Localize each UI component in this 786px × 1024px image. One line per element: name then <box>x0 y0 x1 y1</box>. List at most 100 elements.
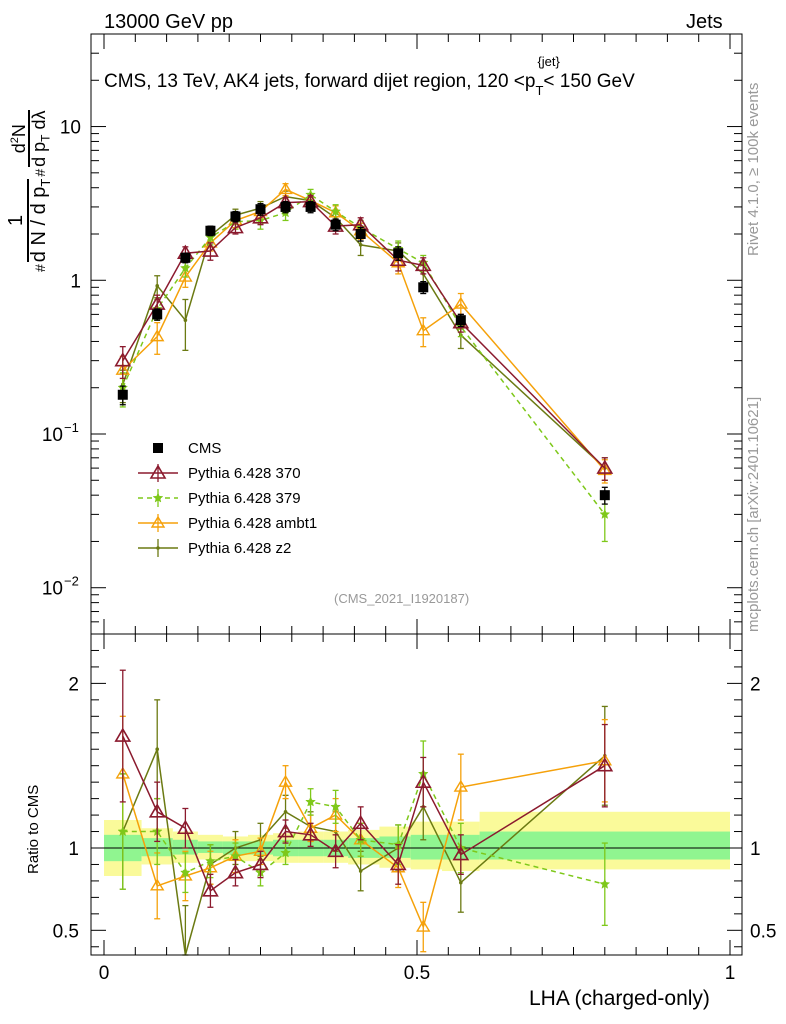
ytick-label-0: 10 <box>60 118 81 139</box>
title-main: CMS, 13 TeV, AK4 jets, forward dijet reg… <box>104 71 536 92</box>
ratio-line-z2 <box>122 746 606 956</box>
rivet-label: Rivet 4.1.0, ≥ 100k events <box>745 82 762 256</box>
ratio-point-p370-0 <box>114 727 132 742</box>
legend-marker-p370 <box>149 464 167 479</box>
band-inner-11 <box>410 834 443 860</box>
ratio-point-p379-8 <box>330 801 342 812</box>
point-cms-5 <box>255 204 266 215</box>
ratio-series-p370 <box>114 669 614 908</box>
series-cms <box>117 200 610 505</box>
ratio-marks <box>114 669 614 956</box>
ratio-point-p370-8 <box>327 842 345 858</box>
analysis-watermark: (CMS_2021_I1920187) <box>334 591 470 606</box>
point-p379-3 <box>205 231 216 243</box>
xtick-label-0: 0 <box>99 963 110 984</box>
legend-marker-z2 <box>156 546 160 550</box>
ratio-point-ambt1-1 <box>149 878 165 891</box>
ratio-point-p370-3 <box>202 882 219 897</box>
ratio-point-p370-2 <box>176 819 194 835</box>
legend-label-z2: Pythia 6.428 z2 <box>188 540 291 557</box>
ratio-point-p379-2 <box>179 867 191 878</box>
ratio-point-p379-3 <box>205 855 216 866</box>
line-p379 <box>122 193 606 515</box>
xtick-label-2: 1 <box>725 963 736 984</box>
point-p379-13 <box>599 508 611 519</box>
legend-marker-cms <box>153 443 163 453</box>
legend-item-ambt1: Pythia 6.428 ambt1 <box>138 514 317 532</box>
legend-label-cms: CMS <box>188 440 221 457</box>
ratio-point-z2-9 <box>358 869 363 873</box>
point-p370-4 <box>227 219 244 234</box>
legend: CMS Pythia 6.428 370 Pythia 6.428 379 Pythi… <box>138 440 317 557</box>
point-p379-8 <box>330 205 342 217</box>
ytick-label-2: 10 <box>42 425 63 446</box>
rtick-label-right-2: 2 <box>750 674 761 695</box>
point-p370-13 <box>596 459 614 474</box>
ratio-point-p370-6 <box>277 822 294 838</box>
point-cms-13 <box>599 490 610 501</box>
ratio-point-p370-5 <box>252 855 269 871</box>
title-superscript: {jet} <box>537 54 560 69</box>
ytick-exp-2: −1 <box>64 420 79 435</box>
ytick-label-1: 1 <box>70 271 81 292</box>
point-cms-8 <box>330 219 341 230</box>
ratio-point-z2-12 <box>459 880 463 885</box>
rtick-label-left-0: 0.5 <box>53 921 79 942</box>
lower-panel <box>104 811 730 876</box>
point-cms-7 <box>305 201 316 212</box>
point-cms-4 <box>230 211 241 222</box>
series-p379 <box>117 188 611 543</box>
header-category: Jets <box>686 11 723 33</box>
main-y-label: # 1 d N / d pT # d2N d pT dλ <box>5 110 53 272</box>
point-cms-11 <box>418 282 429 293</box>
legend-marker-p379 <box>152 492 164 503</box>
point-p379-2 <box>179 262 191 273</box>
legend-item-p379: Pythia 6.428 379 <box>138 489 301 507</box>
point-ambt1-12 <box>453 296 469 309</box>
legend-label-p370: Pythia 6.428 370 <box>188 465 301 482</box>
point-ambt1-6 <box>278 182 293 195</box>
ratio-point-z2-1 <box>155 747 160 752</box>
point-p370-3 <box>202 242 219 257</box>
xtick-label-1: 0.5 <box>404 963 430 984</box>
legend-marker-ambt1 <box>150 515 166 528</box>
point-p370-11 <box>414 256 432 272</box>
legend-item-p370: Pythia 6.428 370 <box>138 464 301 482</box>
main-marks <box>114 182 614 543</box>
ratio-point-ambt1-12 <box>453 779 469 792</box>
ratio-point-p370-13 <box>596 757 614 772</box>
ratio-point-p379-0 <box>117 825 129 837</box>
point-p370-0 <box>114 352 132 367</box>
ratio-point-p370-7 <box>302 826 319 841</box>
header-process: 13000 GeV pp <box>104 11 233 33</box>
ratio-line-ambt1 <box>122 760 605 930</box>
ratio-point-p370-11 <box>414 773 432 788</box>
ratio-point-p370-10 <box>389 855 407 871</box>
ratio-point-p370-1 <box>148 803 166 818</box>
point-cms-6 <box>280 201 291 212</box>
ytick-label-3: 10 <box>42 579 63 600</box>
legend-item-z2: Pythia 6.428 z2 <box>138 539 291 557</box>
ratio-point-p379-7 <box>305 796 316 807</box>
point-cms-3 <box>205 225 216 236</box>
point-cms-9 <box>355 229 366 239</box>
legend-label-p379: Pythia 6.428 379 <box>188 490 301 507</box>
ratio-point-p379-4 <box>230 850 241 861</box>
line-p370 <box>122 200 606 469</box>
x-axis-label: LHA (charged-only) <box>529 987 710 1010</box>
point-p370-10 <box>389 251 407 267</box>
ratio-point-ambt1-6 <box>278 774 293 787</box>
line-ambt1 <box>122 188 606 471</box>
point-cms-2 <box>180 252 191 263</box>
legend-label-ambt1: Pythia 6.428 ambt1 <box>188 515 317 532</box>
ratio-point-p370-12 <box>452 845 470 861</box>
point-ambt1-11 <box>416 323 431 336</box>
point-z2-9 <box>358 243 363 247</box>
title-end: < 150 GeV <box>543 71 635 92</box>
rtick-label-right-1: 1 <box>750 839 761 860</box>
ratio-y-label: Ratio to CMS <box>25 784 42 874</box>
ratio-point-ambt1-11 <box>416 919 431 932</box>
rtick-label-left-2: 2 <box>68 674 79 695</box>
ratio-point-p379-13 <box>599 878 611 889</box>
